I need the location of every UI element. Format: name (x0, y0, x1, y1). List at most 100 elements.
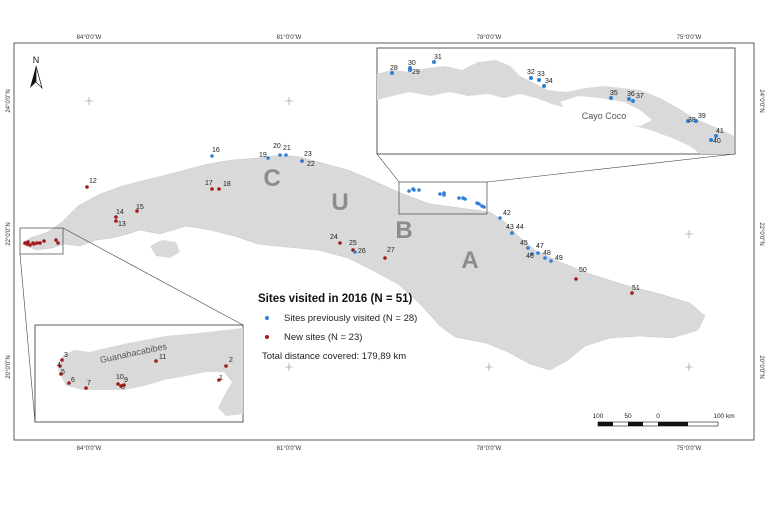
site-label: 31 (434, 54, 442, 61)
site-marker (432, 60, 436, 64)
tick-right: 20°0'0"N (758, 355, 764, 378)
legend-new-marker (265, 335, 269, 339)
site-marker (122, 383, 126, 387)
site-marker (694, 119, 698, 123)
reference-site-marker (54, 238, 58, 242)
inset-west-land (58, 328, 243, 416)
site-label: 10 (116, 374, 124, 381)
scale-bar: 100 50 0 100 km (593, 413, 735, 427)
site-label: 30 (408, 60, 416, 67)
site-marker (542, 84, 546, 88)
site-label: 47 (536, 243, 544, 250)
reference-site-marker (477, 202, 481, 206)
tick-top: 78°0'0"W (477, 35, 502, 41)
site-label: 29 (412, 69, 420, 76)
site-label: 12 (89, 178, 97, 185)
site-marker (408, 66, 412, 70)
site-label: 40 (713, 138, 721, 145)
north-arrow-icon: N (30, 55, 43, 90)
isla-juventud (150, 240, 180, 258)
site-marker (686, 119, 690, 123)
site-label: 44 (516, 224, 524, 231)
site-marker (85, 185, 89, 189)
site-marker (58, 364, 62, 368)
site-label: 6 (71, 377, 75, 384)
scale-label: 50 (624, 413, 632, 420)
tick-left: 20°0'0"N (6, 355, 12, 378)
site-label: 38 (688, 117, 696, 124)
site-marker (266, 156, 270, 160)
site-marker (60, 358, 64, 362)
scale-label: 0 (656, 413, 660, 420)
reference-site-marker (26, 240, 30, 244)
site-label: 2 (229, 357, 233, 364)
site-label: 28 (390, 65, 398, 72)
site-label: 4 (57, 362, 61, 369)
legend-distance: Total distance covered: 179,89 km (262, 351, 406, 362)
reference-site-marker (42, 239, 46, 243)
site-label: 45 (520, 240, 528, 247)
site-label: 49 (555, 255, 563, 262)
site-marker (631, 99, 635, 103)
scale-label: 100 km (713, 413, 734, 420)
site-label: 36 (627, 91, 635, 98)
tick-top: 75°0'0"W (677, 35, 702, 41)
site-label: 43 (506, 224, 514, 231)
legend-new-label: New sites (N = 23) (284, 332, 362, 343)
site-marker (278, 153, 282, 157)
tick-bottom: 81°0'0"W (277, 446, 302, 452)
site-label: 39 (698, 113, 706, 120)
site-label: 50 (579, 267, 587, 274)
reference-site-marker (56, 241, 60, 245)
site-marker (543, 256, 547, 260)
site-label: 19 (259, 152, 267, 159)
site-label: 32 (527, 69, 535, 76)
site-label: 42 (503, 210, 511, 217)
reference-site-marker (457, 196, 461, 200)
site-label: 11 (159, 354, 166, 361)
tick-bottom: 78°0'0"W (477, 446, 502, 452)
tick-top: 81°0'0"W (277, 35, 302, 41)
site-marker (530, 252, 534, 256)
reference-site-marker (411, 187, 415, 191)
site-marker (353, 250, 357, 254)
site-label: 33 (537, 71, 545, 78)
cuba-letter-a: A (461, 247, 478, 274)
site-label: 7 (87, 380, 91, 387)
site-marker (300, 159, 304, 163)
legend-previous-marker (265, 316, 269, 320)
legend-title: Sites visited in 2016 (N = 51) (258, 293, 413, 305)
site-marker (536, 251, 540, 255)
reference-site-marker (35, 241, 39, 245)
site-marker (630, 291, 634, 295)
site-marker (498, 216, 502, 220)
site-marker (709, 138, 713, 142)
site-label: 22 (307, 161, 315, 168)
site-marker (210, 187, 214, 191)
tick-left: 22°0'0"N (6, 222, 12, 245)
site-label: 15 (136, 204, 144, 211)
site-marker (609, 96, 613, 100)
site-marker (154, 359, 158, 363)
tick-top: 84°0'0"W (77, 35, 102, 41)
reference-site-marker (417, 188, 421, 192)
site-marker (574, 277, 578, 281)
inset-east-land (377, 60, 734, 154)
site-label: 23 (304, 151, 312, 158)
west-reference-dots (23, 238, 60, 247)
site-marker (114, 215, 118, 219)
site-label: 8 (121, 384, 125, 391)
site-marker (526, 246, 530, 250)
site-marker (116, 382, 120, 386)
site-marker (210, 154, 214, 158)
site-label: 1 (219, 375, 223, 382)
site-marker (549, 259, 553, 263)
site-marker (59, 372, 63, 376)
site-marker (217, 378, 221, 382)
site-label: 25 (349, 240, 357, 247)
